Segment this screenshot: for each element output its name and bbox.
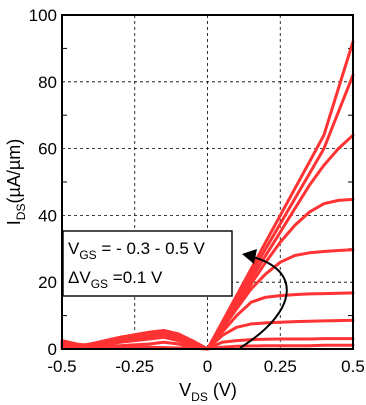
annotation-box: VGS = - 0.3 - 0.5 V ΔVGS =0.1 V [63, 231, 232, 296]
x-tick-label: 0.5 [341, 357, 365, 376]
arrow-curve [240, 257, 287, 348]
y-tick-label: 60 [38, 140, 57, 159]
x-tick-label: 0.25 [264, 357, 297, 376]
y-tick-label: 20 [38, 273, 57, 292]
y-tick-label: 80 [38, 73, 57, 92]
y-tick-label: 40 [38, 206, 57, 225]
x-tick-label: -0.5 [47, 357, 76, 376]
y-tick-labels: 0 20 40 60 80 100 [29, 6, 57, 359]
x-tick-labels: -0.5 -0.25 0 0.25 0.5 [47, 357, 364, 376]
y-tick-label: 0 [48, 340, 57, 359]
y-tick-label: 100 [29, 6, 57, 25]
x-axis-label: VDS (V) [179, 380, 237, 404]
y-axis-label: IDS(µA/µm) [4, 139, 28, 225]
x-tick-label: 0 [203, 357, 212, 376]
x-tick-label: -0.25 [115, 357, 154, 376]
grid [62, 15, 353, 349]
